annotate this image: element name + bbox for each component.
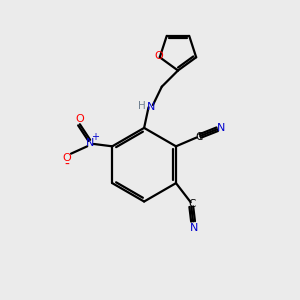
Text: N: N bbox=[190, 223, 198, 233]
Text: C: C bbox=[195, 132, 202, 142]
Text: N: N bbox=[86, 138, 94, 148]
Text: N: N bbox=[217, 123, 225, 133]
Text: N: N bbox=[147, 102, 155, 112]
Text: O: O bbox=[154, 51, 163, 61]
Text: +: + bbox=[92, 133, 100, 142]
Text: C: C bbox=[188, 199, 196, 209]
Text: -: - bbox=[64, 158, 69, 172]
Text: H: H bbox=[138, 101, 146, 111]
Text: O: O bbox=[62, 153, 71, 163]
Text: O: O bbox=[75, 114, 84, 124]
